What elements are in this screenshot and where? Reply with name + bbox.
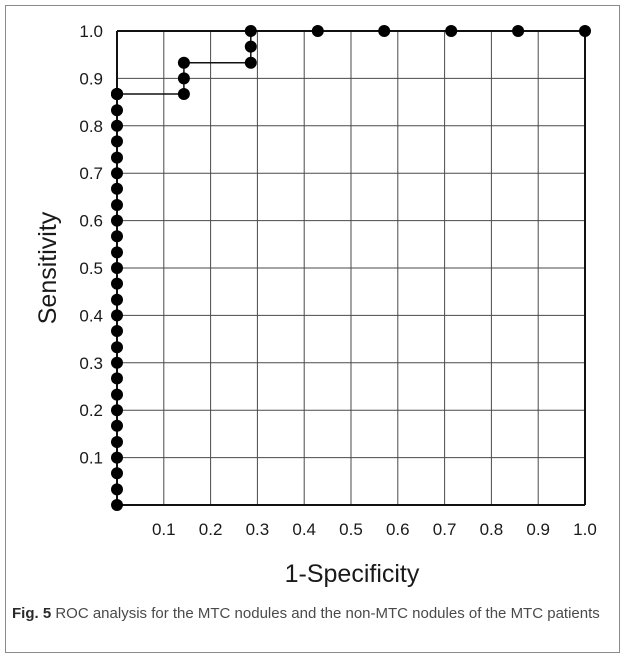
roc-point [111, 167, 123, 180]
roc-point [111, 135, 123, 148]
y-tick-label: 0.7 [79, 164, 103, 183]
y-tick-label: 0.6 [79, 212, 103, 231]
roc-point [111, 262, 123, 274]
roc-point [111, 356, 123, 369]
x-tick-label: 1.0 [573, 520, 597, 539]
roc-point [111, 325, 123, 337]
x-axis-label: 1-Specificity [285, 560, 420, 588]
roc-point [111, 214, 123, 227]
y-tick-label: 1.0 [79, 22, 103, 41]
y-tick-label: 0.8 [79, 117, 103, 136]
roc-point [311, 25, 324, 37]
x-tick-label: 0.3 [246, 520, 270, 539]
y-tick-label: 0.3 [79, 354, 103, 373]
roc-point [244, 25, 257, 37]
x-tick-label: 0.1 [152, 520, 176, 539]
roc-point [111, 88, 123, 100]
roc-point [111, 119, 123, 132]
roc-point [111, 104, 123, 117]
roc-point [111, 246, 123, 259]
roc-point [177, 72, 190, 85]
roc-point [111, 467, 123, 480]
figure-caption: Fig. 5 ROC analysis for the MTC nodules … [12, 603, 612, 624]
grid-lines [116, 30, 586, 506]
roc-point [111, 182, 123, 195]
roc-point [378, 25, 391, 37]
roc-point [111, 151, 123, 164]
roc-point [111, 499, 123, 511]
x-tick-label: 0.4 [292, 520, 316, 539]
y-tick-label: 0.2 [79, 401, 103, 420]
roc-series [111, 25, 591, 511]
roc-point [111, 404, 123, 417]
roc-point [111, 277, 123, 290]
y-tick-label: 0.9 [79, 69, 103, 88]
roc-point [111, 372, 123, 385]
x-tick-label: 0.8 [480, 520, 504, 539]
roc-point [579, 25, 591, 37]
x-tick-label: 0.5 [339, 520, 363, 539]
roc-point [111, 419, 123, 432]
x-tick-label: 0.7 [433, 520, 457, 539]
roc-point [244, 56, 257, 69]
roc-point [111, 230, 123, 243]
roc-point [111, 436, 123, 448]
roc-point [512, 25, 525, 37]
roc-point [111, 483, 123, 496]
x-tick-label: 0.2 [199, 520, 223, 539]
x-tick-label: 0.9 [526, 520, 550, 539]
tick-labels: 0.1 0.2 0.3 0.4 0.5 0.6 0.7 0.8 0.9 1.0 0.1 0.2 0.3 0… [79, 22, 596, 539]
roc-point [177, 56, 190, 69]
roc-point [244, 40, 257, 53]
roc-point [111, 309, 123, 322]
roc-point [111, 451, 123, 464]
roc-chart: 0.1 0.2 0.3 0.4 0.5 0.6 0.7 0.8 0.9 1.0 0.1 0.2 0.3 0… [34, 22, 597, 588]
y-axis-label: Sensitivity [34, 211, 62, 324]
roc-point [177, 88, 190, 100]
y-tick-label: 0.5 [79, 259, 103, 278]
roc-point [111, 341, 123, 354]
roc-point [111, 388, 123, 401]
figure-caption-text: ROC analysis for the MTC nodules and the… [55, 605, 600, 622]
roc-point [111, 293, 123, 306]
roc-point [111, 199, 123, 211]
roc-point [445, 25, 458, 37]
figure-label: Fig. 5 [12, 605, 52, 622]
figure-frame [5, 5, 620, 653]
x-tick-label: 0.6 [386, 520, 410, 539]
y-tick-label: 0.4 [79, 306, 103, 325]
y-tick-label: 0.1 [79, 449, 103, 468]
